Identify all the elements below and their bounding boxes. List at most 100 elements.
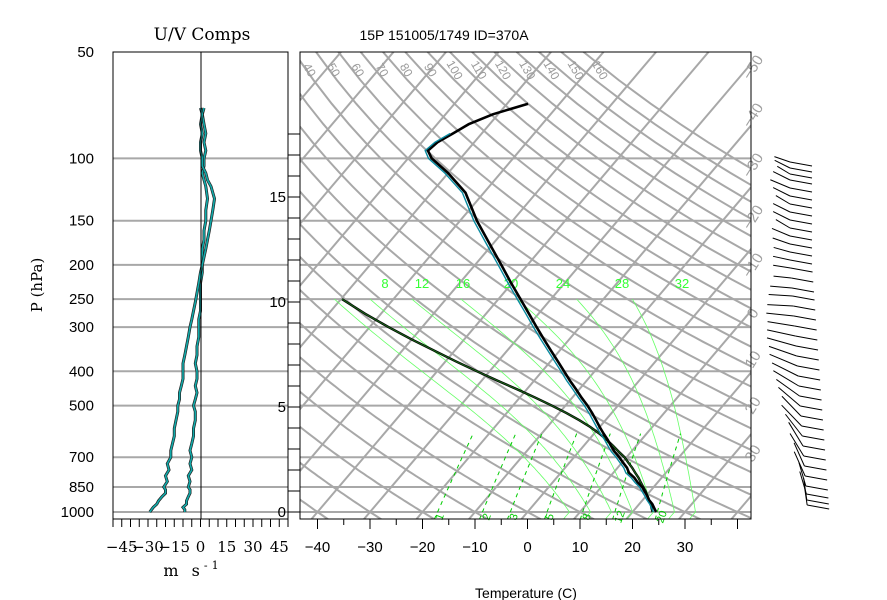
mixing-ratio-line: [543, 433, 578, 519]
wind-barb-shaft: [774, 159, 791, 169]
dry-adiabat: [300, 59, 751, 409]
uv-y-axis-label: P (hPa): [28, 258, 46, 313]
uv-series-line: [149, 107, 216, 513]
wind-barb-shaft: [772, 237, 791, 245]
wind-barb-shaft: [781, 395, 802, 417]
uv-speed-tick-label: 45: [270, 538, 289, 556]
wind-barb-shaft: [768, 345, 797, 357]
wind-barb-flag: [793, 305, 816, 311]
dry-adiabat-label: 110: [468, 58, 490, 82]
wind-barb-flag: [789, 227, 813, 233]
moist-adiabat: [460, 298, 633, 519]
uv-speed-tick-label: 15: [217, 538, 236, 556]
moist-adiabat: [411, 298, 612, 519]
uv-pressure-tick-label: 300: [69, 319, 94, 336]
wind-barb-flag: [789, 161, 813, 167]
isotherm-line: [0, 18, 318, 520]
wind-barb-flag: [800, 415, 824, 421]
wind-barb-shaft: [771, 362, 799, 377]
mixing-ratio-line: [433, 433, 474, 519]
wind-barb-flag: [789, 167, 813, 173]
mixing-ratio-label: 8: [580, 512, 593, 522]
dry-adiabat: [426, 52, 751, 291]
dry-adiabat: [300, 222, 751, 519]
height-tick-label: 0: [278, 504, 286, 521]
wind-barb-shaft: [785, 413, 803, 437]
wind-barb-shaft: [770, 179, 791, 189]
dry-adiabat: [300, 390, 489, 519]
mixing-ratio-line: [654, 433, 681, 519]
moist-adiabat: [576, 298, 675, 519]
height-tick-label: 5: [278, 399, 286, 416]
wind-barb-flag: [799, 395, 822, 401]
dry-adiabat: [314, 52, 751, 388]
uv-pressure-tick-label: 400: [69, 363, 94, 380]
wind-barb-shaft: [772, 255, 791, 261]
dry-adiabat: [300, 461, 383, 519]
uv-speed-tick-label: 0: [196, 538, 206, 556]
moist-adiabat: [631, 298, 696, 519]
isotherm-label: −40: [739, 100, 767, 131]
uv-speed-tick-label: −15: [158, 538, 190, 556]
wind-barb-shaft: [803, 484, 808, 506]
wind-barb-shaft: [769, 353, 798, 367]
wind-barb-shaft: [767, 329, 796, 337]
wind-barb-shaft: [773, 275, 792, 279]
wind-barb-flag: [797, 365, 820, 371]
skewt-line-labels: 40 50 60 70 80 90 100 110 120 130 140 150 160 −50−40−…: [300, 52, 767, 524]
wind-barb-flag: [794, 325, 817, 331]
temperature-tick-label: −30: [357, 539, 382, 556]
temperature-profile: [426, 102, 658, 513]
isotherm-line: [415, 123, 751, 519]
dry-adiabat: [381, 52, 751, 329]
isotherm-line: [572, 309, 751, 519]
wind-barb-flag: [789, 195, 813, 201]
moist-adiabat: [334, 298, 571, 519]
moist-adiabat: [369, 298, 591, 519]
mixing-ratio-label: 5: [543, 512, 556, 522]
dry-adiabat: [300, 190, 751, 496]
isotherm-line: [677, 432, 751, 519]
uv-pressure-tick-labels: 50 100 150 200 250 300 400 500 700 850 1000: [61, 44, 94, 521]
wind-barb-shaft: [772, 211, 791, 221]
dry-adiabat-label: 70: [373, 61, 392, 80]
uv-pressure-tick-label: 250: [69, 291, 94, 308]
temperature-tick-label: 10: [572, 539, 589, 556]
wind-barb-shaft: [776, 379, 800, 397]
wind-barb-shaft: [767, 304, 794, 307]
wind-barb-shaft: [788, 422, 804, 447]
wind-barb-shaft: [775, 219, 791, 229]
height-km-ticks: 0 5 10 15: [269, 133, 300, 521]
wind-barb-flag: [789, 179, 813, 185]
skewt-background-lines: [0, 18, 751, 520]
isotherm-label: −10: [739, 250, 767, 281]
isotherm-line: [520, 247, 751, 519]
dry-adiabat-label: 100: [444, 58, 466, 83]
dewpoint-profile: [424, 132, 655, 513]
isotherm-label: −50: [739, 52, 767, 83]
dry-adiabat: [337, 52, 751, 368]
temperature-tick-label: −10: [462, 539, 487, 556]
dry-adiabat-label: 120: [492, 58, 514, 83]
wind-barb-shaft: [766, 312, 794, 317]
wind-barb-shaft: [789, 433, 805, 457]
wind-barb-shaft: [772, 171, 791, 181]
mixing-ratio-label: 1: [433, 512, 446, 522]
mixing-ratio-line: [479, 433, 517, 519]
wind-barb-flag: [795, 345, 819, 351]
dry-adiabat: [300, 157, 751, 474]
dry-adiabat: [448, 52, 751, 273]
wind-barb-flag: [789, 211, 813, 217]
wind-barb-flag: [790, 267, 813, 273]
uv-pressure-tick-label: 850: [69, 479, 94, 496]
wind-barb-flag: [796, 355, 819, 361]
moist-adiabat-label: 28: [615, 276, 629, 291]
uv-pressure-tick-label: 50: [77, 44, 94, 61]
wind-barb-flag: [795, 335, 818, 341]
dry-adiabat: [300, 125, 751, 451]
skewt-title: 15P 151005/1749 ID=370A: [359, 27, 529, 43]
dry-adiabat: [515, 52, 751, 220]
skewt-profiles: [341, 102, 658, 513]
isotherm-label: −30: [739, 150, 767, 181]
